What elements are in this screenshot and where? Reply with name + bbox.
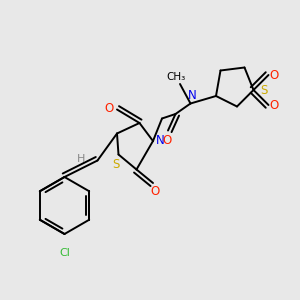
Text: H: H bbox=[77, 154, 85, 164]
Text: O: O bbox=[104, 101, 113, 115]
Text: N: N bbox=[156, 134, 165, 147]
Text: O: O bbox=[270, 69, 279, 82]
Text: N: N bbox=[188, 89, 196, 103]
Text: S: S bbox=[260, 84, 268, 98]
Text: O: O bbox=[151, 185, 160, 198]
Text: O: O bbox=[162, 134, 171, 147]
Text: S: S bbox=[112, 158, 120, 172]
Text: CH₃: CH₃ bbox=[167, 72, 186, 82]
Text: O: O bbox=[270, 99, 279, 112]
Text: Cl: Cl bbox=[59, 248, 70, 258]
